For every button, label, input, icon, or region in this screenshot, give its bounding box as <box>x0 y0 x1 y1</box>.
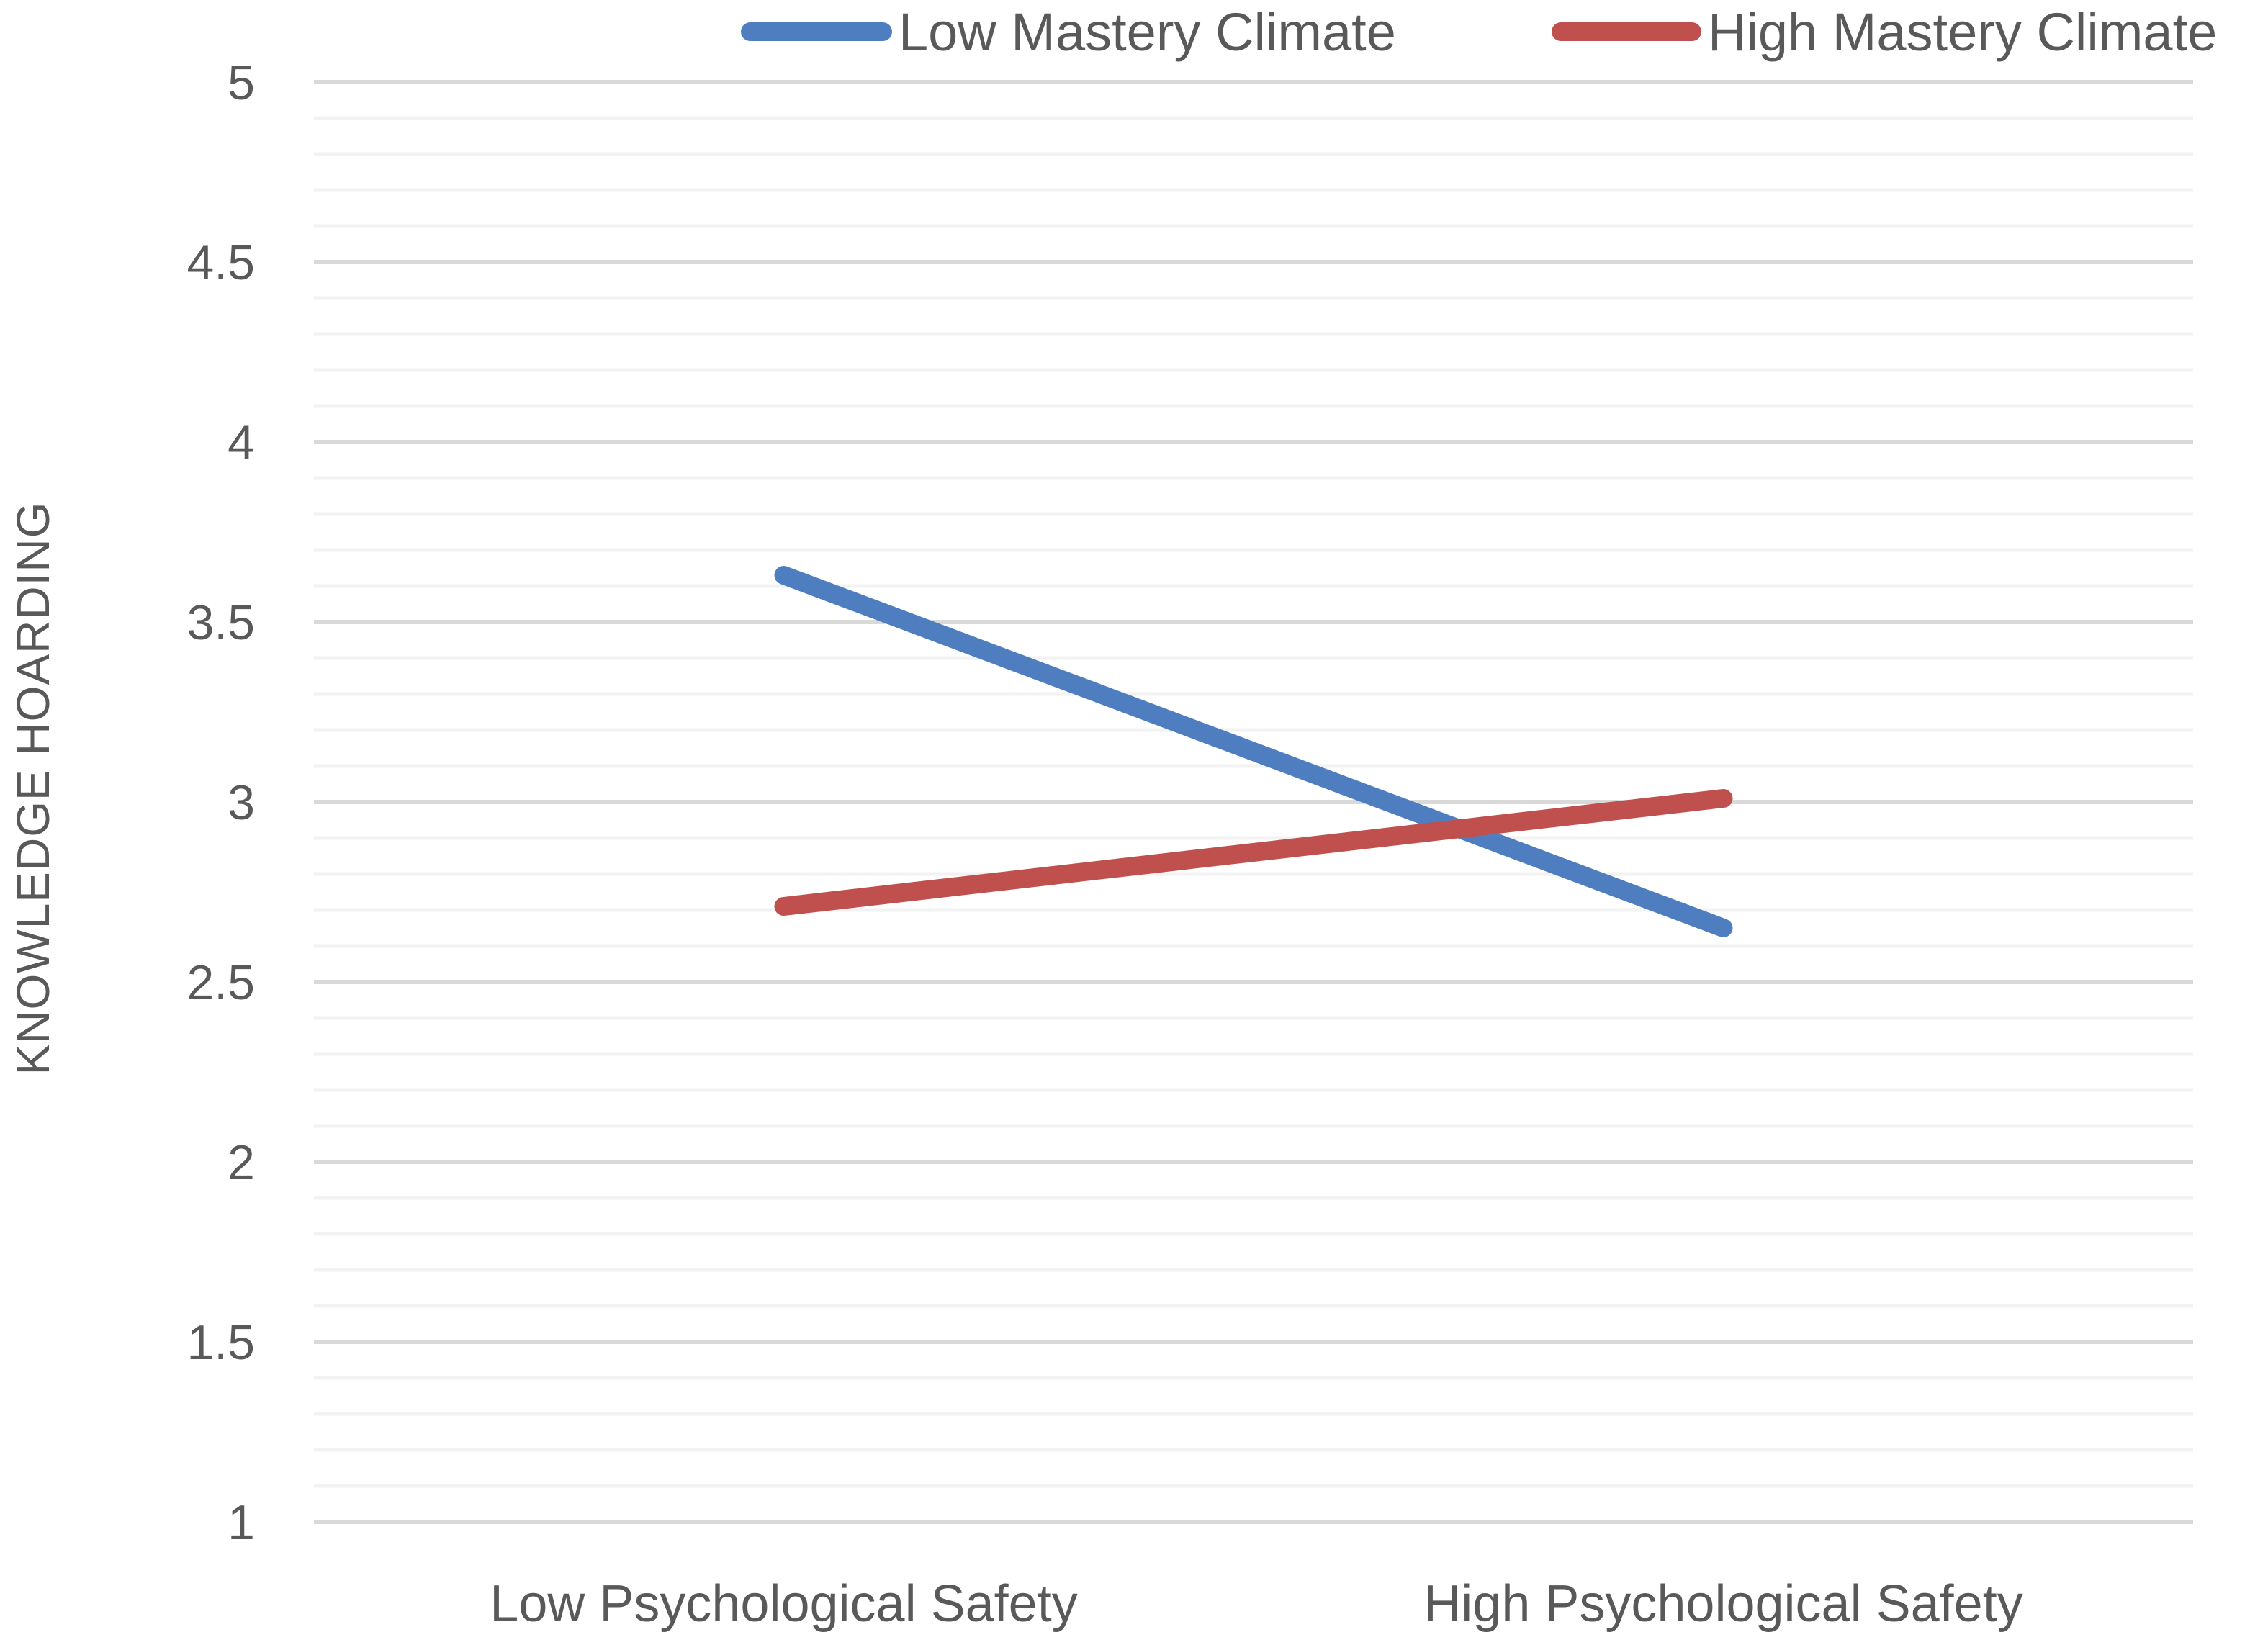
series-line-low-mastery-climate <box>774 566 1733 937</box>
series-line-high-mastery-climate <box>774 789 1733 916</box>
legend-label: High Mastery Climate <box>1708 2 2217 62</box>
gridlines <box>314 80 2193 1524</box>
y-tick-label: 5 <box>228 55 255 110</box>
x-category-label: High Psychological Safety <box>1423 1575 2022 1633</box>
y-tick-label: 2 <box>228 1135 255 1190</box>
y-tick-label: 2.5 <box>186 955 255 1010</box>
series-lines <box>774 566 1733 937</box>
y-axis-ticks: 1 1.5 2 2.5 3 3.5 4 4.5 5 <box>186 55 255 1550</box>
y-tick-label: 1 <box>228 1495 255 1550</box>
y-axis-title: KNOWLEDGE HOARDING <box>7 502 59 1076</box>
y-tick-label: 3 <box>228 775 255 830</box>
y-tick-label: 1.5 <box>186 1315 255 1370</box>
legend: Low Mastery Climate High Mastery Climate <box>741 2 2217 62</box>
y-tick-label: 4.5 <box>186 235 255 290</box>
y-tick-label: 3.5 <box>186 595 255 650</box>
legend-label: Low Mastery Climate <box>899 2 1396 62</box>
x-category-label: Low Psychological Safety <box>490 1575 1077 1633</box>
x-axis-categories: Low Psychological Safety High Psychologic… <box>490 1575 2022 1633</box>
y-tick-label: 4 <box>228 415 255 470</box>
